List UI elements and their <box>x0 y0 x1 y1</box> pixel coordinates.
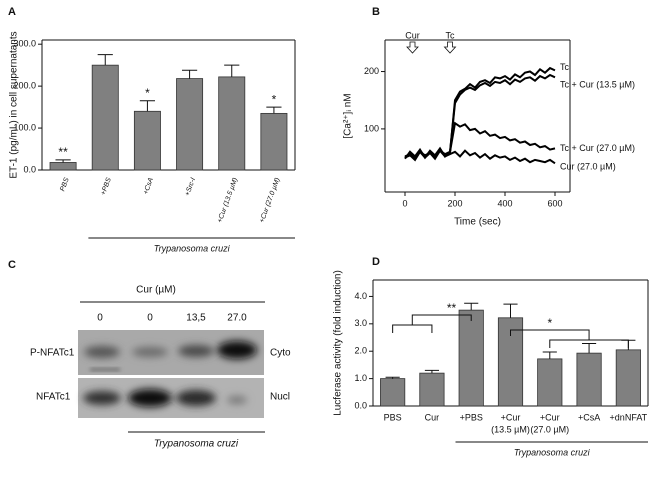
x-tick-label: +dnNFAT <box>610 412 648 422</box>
x-tick-sublabel: (27.0 µM) <box>530 424 569 434</box>
y-axis-title: ET-1 (pg/mL) in cell supernatants <box>9 31 20 178</box>
x-tick-label: +Cur (13.5 µM) <box>217 177 240 224</box>
y-axis-title: Lucferase activity (fold induction) <box>333 270 344 416</box>
bar <box>380 378 406 407</box>
bar <box>537 358 563 407</box>
y-axis-title: [Ca²⁺]ᵢ nM <box>343 93 354 138</box>
error-bar <box>582 343 597 354</box>
x-tick-label: 400 <box>497 198 512 208</box>
y-tick-label: 0.0 <box>23 164 36 174</box>
error-bar <box>139 100 156 112</box>
lane-label: 0 <box>147 313 153 324</box>
y-tick-label: 2.0 <box>354 346 367 356</box>
error-bar <box>55 159 71 163</box>
bar <box>615 349 641 407</box>
x-tick-label: +Cur (27.0 µM) <box>259 177 282 224</box>
significance: * <box>145 86 150 100</box>
bar <box>576 352 602 407</box>
bar <box>419 372 445 407</box>
bar <box>260 112 288 171</box>
error-bar <box>385 376 400 379</box>
panel-letter: C <box>8 259 16 271</box>
x-tick-label: +PBS <box>460 412 483 422</box>
panel-letter: B <box>372 6 380 18</box>
annotation: Cur <box>405 30 420 40</box>
y-tick-label: 0.0 <box>354 400 367 410</box>
bar <box>91 64 119 171</box>
bracket <box>392 314 472 333</box>
bar <box>176 78 204 171</box>
bar <box>49 162 77 171</box>
y-tick-label: 300.0 <box>13 39 36 49</box>
error-bar <box>503 303 518 318</box>
y-tick-label: 1.0 <box>354 373 367 383</box>
x-tick-label: PBS <box>59 177 70 193</box>
series-label: Cur (27.0 µM) <box>560 162 616 172</box>
x-tick-label: 0 <box>402 198 407 208</box>
group-label: Trypanosoma cruzi <box>154 243 231 253</box>
row-label: NFATc1 <box>36 392 71 403</box>
x-tick-label: +Cur <box>501 412 521 422</box>
annotation-arrow <box>406 41 419 54</box>
x-tick-label: +CsA <box>578 412 600 422</box>
error-bar <box>266 106 282 114</box>
panel-letter: A <box>8 6 16 18</box>
series-label: Tc <box>560 62 570 72</box>
group-label: Trypanosoma cruzi <box>154 439 239 450</box>
annotation-arrow <box>443 41 457 54</box>
y-tick-label: 4.0 <box>354 291 367 301</box>
error-bar <box>224 64 240 77</box>
bracket-label: * <box>547 316 552 330</box>
y-tick-label: 200.0 <box>13 81 36 91</box>
blot-title: Cur (µM) <box>136 285 176 296</box>
y-tick-label: 3.0 <box>354 318 367 328</box>
blot-panel: C Cur (µM) 0 0 13,5 27.0 P-NFATc1 NFATc1… <box>8 259 291 450</box>
compartment-label: Nucl <box>270 392 290 403</box>
x-tick-label: +CsA <box>143 177 156 196</box>
compartment-label: Cyto <box>270 348 291 359</box>
blot-smear <box>90 368 120 371</box>
x-tick-label: +Src-I <box>184 177 197 197</box>
panel-letter: D <box>372 256 380 268</box>
lane-label: 0 <box>97 313 103 324</box>
x-tick-label: Cur <box>425 412 440 422</box>
error-bar <box>97 54 113 66</box>
group-label: Trypanosoma cruzi <box>514 447 591 457</box>
y-tick-label: 100.0 <box>13 122 36 132</box>
y-tick-label: 200 <box>364 66 379 76</box>
annotation: Tc <box>446 30 456 40</box>
x-tick-label: 200 <box>447 198 462 208</box>
lane-label: 27.0 <box>227 313 247 324</box>
x-tick-sublabel: (13.5 µM) <box>491 424 530 434</box>
x-tick-label: +PBS <box>100 177 113 197</box>
lane-label: 13,5 <box>186 313 206 324</box>
blot-bands <box>83 341 257 407</box>
line-series <box>404 121 556 160</box>
series-label: Tc + Cur (13.5 µM) <box>560 80 635 90</box>
error-bar <box>464 302 479 311</box>
bracket-label: ** <box>447 301 457 315</box>
significance: * <box>272 92 277 106</box>
series-label: Tc + Cur (27.0 µM) <box>560 143 635 153</box>
row-label: P-NFATc1 <box>30 348 75 359</box>
bar <box>218 76 246 171</box>
bar <box>458 309 484 407</box>
x-tick-label: PBS <box>384 412 402 422</box>
x-axis-title: Time (sec) <box>454 217 501 228</box>
y-tick-label: 100 <box>364 123 379 133</box>
x-tick-label: +Cur <box>540 412 560 422</box>
error-bar <box>424 369 439 374</box>
error-bar <box>181 69 198 79</box>
error-bar <box>542 351 557 359</box>
x-tick-label: 600 <box>547 198 562 208</box>
bracket <box>510 329 629 348</box>
significance: ** <box>58 145 68 159</box>
line-series <box>404 149 556 165</box>
bar <box>133 110 161 171</box>
